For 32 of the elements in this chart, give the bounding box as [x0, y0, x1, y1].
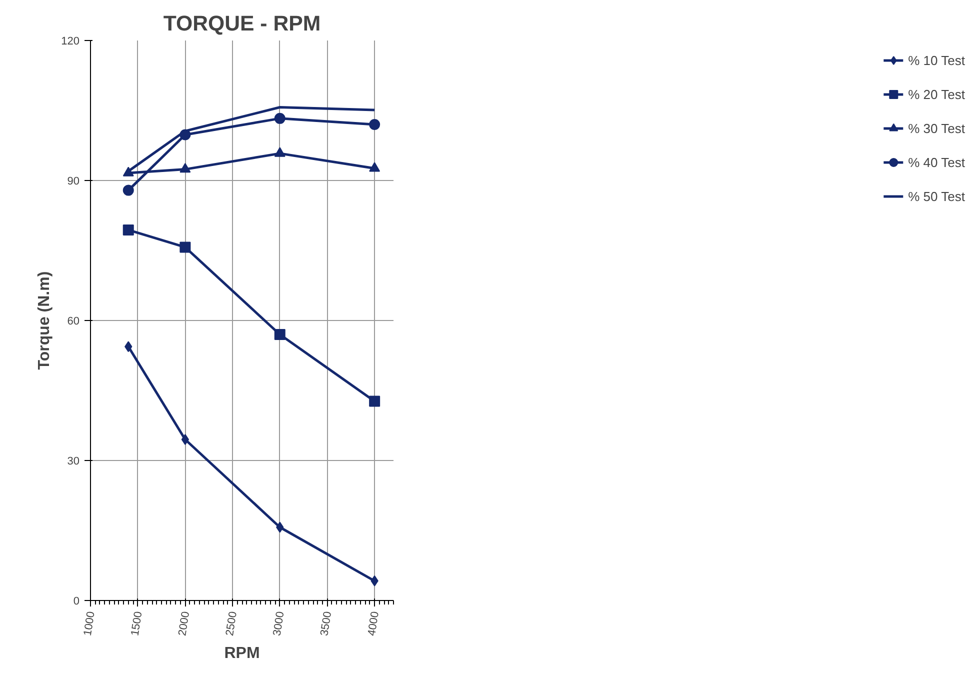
- point: [274, 329, 286, 340]
- x-tick-label: 4000: [366, 610, 382, 637]
- x-axis-title: RPM: [224, 644, 260, 662]
- y-tick-label: 30: [67, 456, 80, 468]
- x-tick-label: 3500: [318, 610, 334, 637]
- x-tick-label: 1500: [129, 610, 145, 637]
- point: [122, 184, 134, 196]
- y-tick-label: 120: [61, 36, 80, 48]
- chart-title: TORQUE - RPM: [163, 12, 321, 36]
- point: [180, 163, 191, 173]
- point: [181, 434, 190, 445]
- legend-label: % 50 Test: [908, 188, 965, 204]
- y-tick-label: 60: [67, 316, 80, 328]
- x-tick-label: 2500: [224, 610, 240, 637]
- legend-label: % 40 Test: [908, 154, 965, 170]
- legend-label: % 30 Test: [908, 120, 965, 136]
- legend-label: % 20 Test: [908, 86, 965, 102]
- x-tick-label: 2000: [176, 610, 192, 637]
- x-tick-label: 3000: [271, 610, 287, 637]
- x-tick-label: 1000: [82, 610, 98, 637]
- point: [122, 166, 134, 176]
- point: [369, 162, 380, 172]
- point: [274, 112, 286, 124]
- point: [180, 242, 191, 253]
- point: [274, 147, 286, 157]
- y-tick-label: 90: [67, 176, 80, 188]
- point: [369, 119, 380, 130]
- legend-label: % 10 Test: [908, 52, 965, 68]
- point: [122, 224, 134, 236]
- point: [369, 396, 380, 407]
- y-tick-label: 0: [73, 596, 80, 608]
- y-axis-title: Torque (N.m): [36, 271, 54, 370]
